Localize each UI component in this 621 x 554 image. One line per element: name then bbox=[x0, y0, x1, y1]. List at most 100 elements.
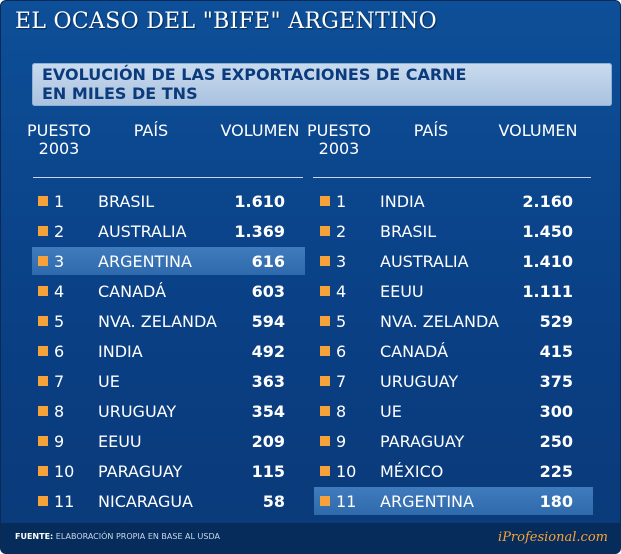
country-label: NVA. ZELANDA bbox=[380, 312, 499, 331]
table-row-left: 3 ARGENTINA 616 bbox=[32, 247, 305, 275]
bullet-square-icon bbox=[320, 256, 330, 266]
country-label: INDIA bbox=[98, 342, 143, 361]
volume-value: 300 bbox=[539, 402, 573, 421]
volume-value: 180 bbox=[539, 492, 573, 511]
volume-value: 594 bbox=[251, 312, 285, 331]
rank-label: 5 bbox=[54, 312, 65, 331]
rank-label: 7 bbox=[54, 372, 65, 391]
bullet-square-icon bbox=[38, 226, 48, 236]
volume-value: 529 bbox=[539, 312, 573, 331]
volume-value: 492 bbox=[251, 342, 285, 361]
bullet-square-icon bbox=[320, 346, 330, 356]
header-volumen-right: VOLUMEN bbox=[498, 121, 578, 140]
rank-label: 8 bbox=[336, 402, 347, 421]
rank-label: 3 bbox=[336, 252, 347, 271]
bullet-square-icon bbox=[320, 196, 330, 206]
rank-label: 1 bbox=[336, 192, 347, 211]
volume-value: 603 bbox=[251, 282, 285, 301]
header-puesto-label: PUESTO bbox=[27, 121, 91, 140]
source-label: FUENTE: bbox=[15, 532, 54, 541]
bullet-square-icon bbox=[320, 466, 330, 476]
country-label: NVA. ZELANDA bbox=[98, 312, 217, 331]
table-row-right: 9 PARAGUAY 250 bbox=[314, 427, 593, 455]
volume-value: 2.160 bbox=[522, 192, 573, 211]
country-label: EEUU bbox=[380, 282, 424, 301]
bullet-square-icon bbox=[38, 406, 48, 416]
rank-label: 6 bbox=[54, 342, 65, 361]
country-label: URUGUAY bbox=[98, 402, 177, 421]
country-label: PARAGUAY bbox=[380, 432, 465, 451]
rank-label: 2 bbox=[54, 222, 65, 241]
bullet-square-icon bbox=[38, 256, 48, 266]
subtitle-box: EVOLUCIÓN DE LAS EXPORTACIONES DE CARNE … bbox=[32, 63, 612, 106]
table-row-left: 9 EEUU 209 bbox=[32, 427, 305, 455]
table-row-left: 6 INDIA 492 bbox=[32, 337, 305, 365]
bullet-square-icon bbox=[38, 316, 48, 326]
country-label: CANADÁ bbox=[98, 282, 167, 301]
volume-value: 115 bbox=[251, 462, 285, 481]
bullet-square-icon bbox=[320, 226, 330, 236]
header-puesto-label: PUESTO bbox=[307, 121, 371, 140]
rank-label: 5 bbox=[336, 312, 347, 331]
volume-value: 1.369 bbox=[234, 222, 285, 241]
volume-value: 415 bbox=[539, 342, 573, 361]
header-puesto-right: PUESTO 2003 bbox=[301, 122, 377, 158]
brand-logo: iProfesional.com bbox=[498, 530, 608, 545]
rank-label: 4 bbox=[54, 282, 65, 301]
volume-value: 354 bbox=[251, 402, 285, 421]
volume-value: 616 bbox=[251, 252, 285, 271]
rank-label: 10 bbox=[54, 462, 75, 481]
bullet-square-icon bbox=[320, 406, 330, 416]
volume-value: 1.111 bbox=[522, 282, 573, 301]
bullet-square-icon bbox=[38, 496, 48, 506]
subtitle-line-1: EVOLUCIÓN DE LAS EXPORTACIONES DE CARNE bbox=[42, 65, 467, 84]
table-row-right: 5 NVA. ZELANDA 529 bbox=[314, 307, 593, 335]
header-pais-left: PAÍS bbox=[133, 121, 169, 140]
divider-left bbox=[33, 177, 303, 178]
table-row-right: 3 AUSTRALIA 1.410 bbox=[314, 247, 593, 275]
header-puesto-year: 2003 bbox=[318, 139, 360, 158]
table-row-right: 4 EEUU 1.111 bbox=[314, 277, 593, 305]
table-row-right: 8 UE 300 bbox=[314, 397, 593, 425]
header-puesto-left: PUESTO 2003 bbox=[21, 122, 97, 158]
country-label: UE bbox=[380, 402, 402, 421]
country-label: MÉXICO bbox=[380, 462, 444, 481]
table-row-left: 2 AUSTRALIA 1.369 bbox=[32, 217, 305, 245]
bullet-square-icon bbox=[320, 436, 330, 446]
volume-value: 225 bbox=[539, 462, 573, 481]
country-label: INDIA bbox=[380, 192, 425, 211]
table-row-left: 1 BRASIL 1.610 bbox=[32, 187, 305, 215]
bullet-square-icon bbox=[38, 196, 48, 206]
header-puesto-year: 2003 bbox=[38, 139, 80, 158]
volume-value: 250 bbox=[539, 432, 573, 451]
header-volumen-left: VOLUMEN bbox=[220, 121, 300, 140]
table-row-right: 6 CANADÁ 415 bbox=[314, 337, 593, 365]
country-label: BRASIL bbox=[380, 222, 437, 241]
bullet-square-icon bbox=[38, 436, 48, 446]
rank-label: 11 bbox=[336, 492, 357, 511]
rank-label: 8 bbox=[54, 402, 65, 421]
table-row-right: 2 BRASIL 1.450 bbox=[314, 217, 593, 245]
bullet-square-icon bbox=[320, 316, 330, 326]
country-label: ARGENTINA bbox=[380, 492, 474, 511]
table-row-right: 10 MÉXICO 225 bbox=[314, 457, 593, 485]
rank-label: 11 bbox=[54, 492, 75, 511]
volume-value: 209 bbox=[251, 432, 285, 451]
rank-label: 1 bbox=[54, 192, 65, 211]
table-row-left: 10 PARAGUAY 115 bbox=[32, 457, 305, 485]
divider-right bbox=[313, 177, 591, 178]
table-row-right: 7 URUGUAY 375 bbox=[314, 367, 593, 395]
bullet-square-icon bbox=[38, 466, 48, 476]
table-row-left: 11 NICARAGUA 58 bbox=[32, 487, 305, 515]
bullet-square-icon bbox=[38, 346, 48, 356]
rank-label: 6 bbox=[336, 342, 347, 361]
header-pais-right: PAÍS bbox=[413, 121, 449, 140]
country-label: URUGUAY bbox=[380, 372, 459, 391]
country-label: CANADÁ bbox=[380, 342, 449, 361]
table-row-left: 8 URUGUAY 354 bbox=[32, 397, 305, 425]
table-row-right: 11 ARGENTINA 180 bbox=[314, 487, 593, 515]
rank-label: 10 bbox=[336, 462, 357, 481]
country-label: BRASIL bbox=[98, 192, 155, 211]
country-label: PARAGUAY bbox=[98, 462, 183, 481]
table-row-left: 4 CANADÁ 603 bbox=[32, 277, 305, 305]
